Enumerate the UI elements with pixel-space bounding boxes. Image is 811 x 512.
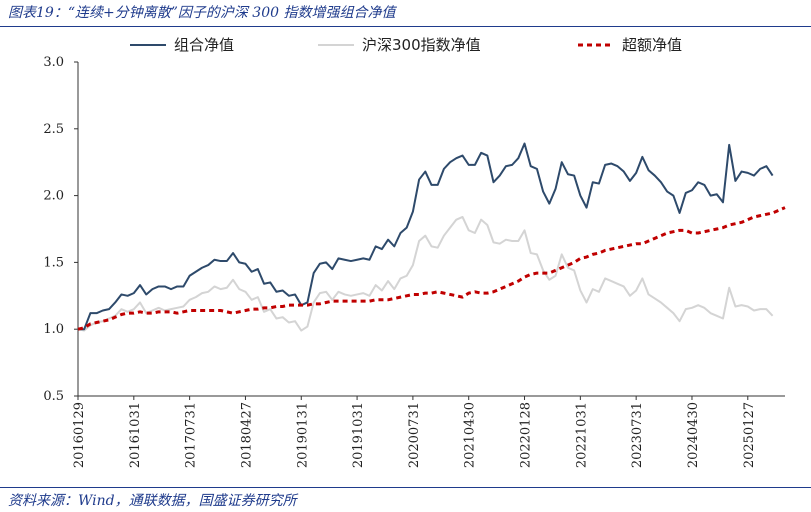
x-tick-label: 20221031 — [574, 402, 589, 468]
x-tick-label: 20161031 — [128, 402, 143, 468]
chart-legend: 组合净值 沪深300指数净值 超额净值 — [130, 36, 682, 54]
y-tick-label: 2.0 — [43, 189, 64, 204]
legend-excess-label: 超额净值 — [622, 36, 682, 54]
x-tick-label: 20210430 — [463, 402, 478, 468]
x-tick-label: 20250127 — [742, 402, 757, 468]
x-tick-label: 20180427 — [239, 402, 254, 468]
chart-series — [77, 142, 786, 332]
x-tick-label: 20200731 — [407, 402, 422, 468]
index-line — [77, 215, 774, 332]
legend-index-label: 沪深300指数净值 — [362, 36, 481, 54]
y-tick-label: 0.5 — [43, 389, 64, 404]
x-tick-label: 20240430 — [686, 402, 701, 468]
title-divider — [0, 26, 811, 27]
chart-axes: 3.0 2.5 2.0 1.5 1.0 0.5 20160129 20161031 201707… — [43, 55, 785, 468]
y-tick-label: 3.0 — [43, 55, 64, 70]
source-divider — [0, 487, 811, 488]
legend-portfolio-label: 组合净值 — [174, 36, 234, 54]
y-tick-label: 2.5 — [43, 122, 64, 137]
x-tick-label: 20191031 — [351, 402, 366, 468]
x-tick-label: 20220128 — [519, 402, 534, 468]
x-tick-label: 20230731 — [630, 402, 645, 468]
chart-title: 图表19：“连续+分钟离散”因子的沪深 300 指数增强组合净值 — [8, 5, 396, 21]
excess-line — [77, 206, 786, 331]
y-tick-label: 1.0 — [43, 322, 64, 337]
x-tick-label: 20160129 — [72, 402, 87, 468]
y-tick-label: 1.5 — [43, 255, 64, 270]
line-chart: 3.0 2.5 2.0 1.5 1.0 0.5 20160129 20161031 201707… — [43, 36, 786, 468]
portfolio-line — [78, 142, 774, 331]
x-tick-label: 20170731 — [184, 402, 199, 468]
source-note: 资料来源：Wind，通联数据，国盛证券研究所 — [8, 493, 297, 509]
x-tick-label: 20190131 — [295, 402, 310, 468]
